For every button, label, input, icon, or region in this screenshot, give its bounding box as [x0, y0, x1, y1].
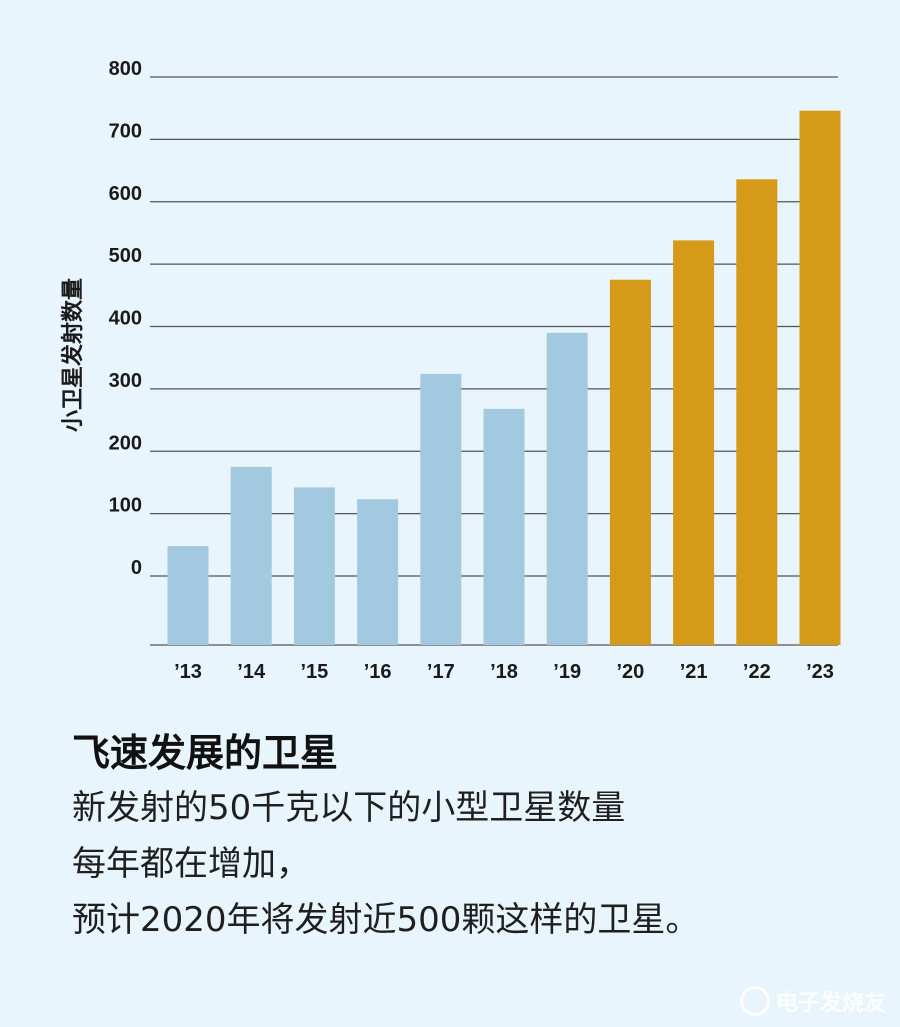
bar-7 — [609, 279, 651, 645]
y-tick-label: 500 — [109, 245, 142, 267]
bar-4 — [420, 373, 462, 645]
y-tick-label: 100 — [109, 495, 142, 517]
bar-1 — [230, 466, 272, 645]
y-tick-label: 300 — [109, 370, 142, 392]
y-tick-label: 800 — [109, 58, 142, 80]
bar-2 — [293, 487, 335, 645]
y-tick-label: 600 — [109, 183, 142, 205]
bars — [167, 110, 841, 646]
bar-5 — [483, 408, 525, 645]
caption-line-2: 每年都在增加， — [72, 844, 310, 884]
y-tick-label: 700 — [109, 120, 142, 142]
bar-10 — [799, 110, 841, 646]
watermark-text: 电子发烧友 — [775, 991, 886, 1016]
bar-9 — [736, 179, 778, 646]
x-tick-labels: ’13 ’14 ’15 ’16 ’17 ’18 ’19 ’20 ’21 ’22 ’23 — [174, 661, 834, 683]
x-tick-label: ’21 — [680, 661, 708, 683]
x-tick-label: ’16 — [364, 661, 392, 683]
x-tick-label: ’20 — [616, 661, 644, 683]
caption-body: 新发射的50千克以下的小型卫星数量 每年都在增加， 预计2020年将发射近500… — [72, 780, 699, 948]
x-tick-label: ’19 — [553, 661, 581, 683]
x-tick-label: ’17 — [427, 661, 455, 683]
bar-0 — [167, 546, 209, 645]
y-axis-title: 小卫星发射数量 — [60, 278, 86, 432]
y-tick-labels: 0 100 200 300 400 500 600 700 800 — [109, 58, 142, 579]
x-tick-label: ’18 — [490, 661, 518, 683]
x-tick-label: ’22 — [743, 661, 771, 683]
bar-8 — [673, 240, 715, 646]
x-tick-label: ’23 — [806, 661, 834, 683]
bar-6 — [546, 332, 588, 645]
y-tick-label: 0 — [131, 557, 142, 579]
y-tick-label: 400 — [109, 308, 142, 330]
watermark: 电子发烧友 — [739, 985, 886, 1017]
caption-title: 飞速发展的卫星 — [72, 731, 339, 775]
caption-line-1: 新发射的50千克以下的小型卫星数量 — [72, 788, 626, 828]
y-tick-label: 200 — [109, 432, 142, 454]
watermark-logo-icon — [739, 986, 770, 1016]
x-tick-label: ’14 — [237, 661, 266, 683]
bar-3 — [357, 499, 399, 645]
x-tick-label: ’13 — [174, 661, 202, 683]
x-tick-label: ’15 — [300, 661, 328, 683]
caption-line-3: 预计2020年将发射近500颗这样的卫星。 — [72, 900, 700, 940]
